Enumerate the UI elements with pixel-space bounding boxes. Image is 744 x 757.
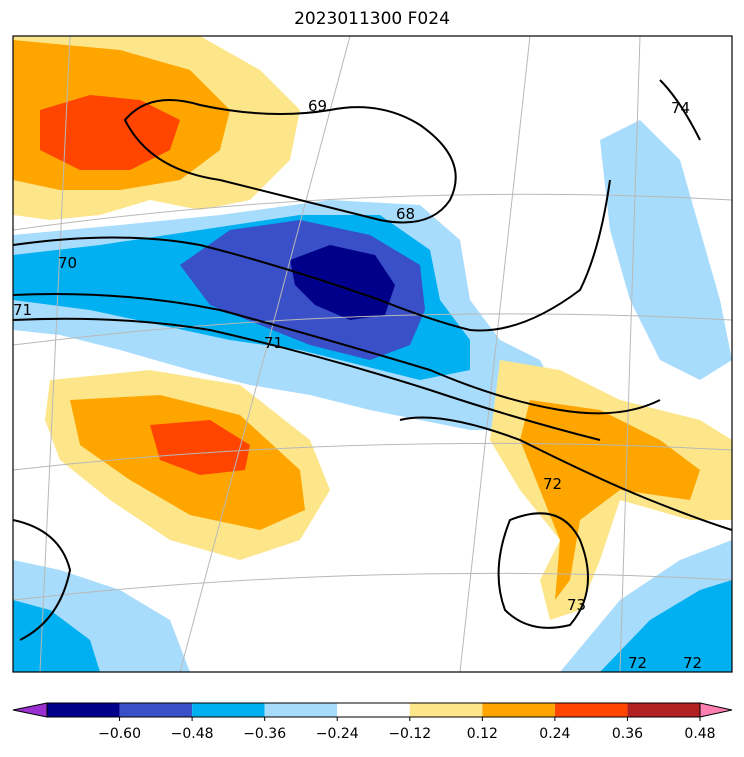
- colorbar-tick-label: −0.12: [388, 726, 431, 742]
- positive-anomaly-core-east: [520, 400, 700, 600]
- contour-labels: 69 68 70 71 71 72 73 74 72 72: [13, 97, 702, 672]
- colorbar-tick-label: −0.36: [243, 726, 286, 742]
- colorbar-segment: [192, 703, 265, 717]
- negative-anomaly-core: [290, 245, 395, 320]
- colorbar-segment: [482, 703, 555, 717]
- colorbar: −0.60 −0.48 −0.36 −0.24 −0.12 0.12 0.24 0.36 0.4…: [12, 702, 733, 742]
- map-frame: [12, 35, 733, 673]
- colorbar-tick-label: −0.48: [171, 726, 214, 742]
- coastal-anomaly-band: [600, 120, 732, 380]
- colorbar-segment: [337, 703, 410, 717]
- map-title: 2023011300 F024: [294, 9, 450, 29]
- map-area: 69 68 70 71 71 72 73 74 72 72: [13, 36, 732, 672]
- colorbar-tick-label: 0.36: [612, 726, 643, 742]
- contour-label-71-west: 71: [13, 301, 32, 319]
- colorbar-ticks: −0.60 −0.48 −0.36 −0.24 −0.12 0.12 0.24 0.36 0.4…: [98, 717, 716, 742]
- contour-label-72: 72: [543, 475, 562, 493]
- colorbar-tick-label: 0.24: [539, 726, 570, 742]
- colorbar-segment: [409, 703, 483, 717]
- colorbar-tick-label: −0.60: [98, 726, 141, 742]
- colorbar-extend-low: [12, 702, 48, 718]
- colorbar-segment: [47, 703, 120, 717]
- height-contours: [13, 79, 732, 641]
- colorbar-tick-label: −0.24: [316, 726, 359, 742]
- colorbar-segment: [554, 703, 628, 717]
- contour-label-73: 73: [567, 596, 586, 614]
- colorbar-tick-label: 0.12: [467, 726, 498, 742]
- colorbar-segment: [264, 703, 338, 717]
- colorbar-tick-label: 0.48: [684, 726, 715, 742]
- colorbar-segment: [627, 703, 700, 717]
- contour-label-71-central: 71: [264, 334, 283, 352]
- contour-label-68: 68: [396, 205, 415, 223]
- graticule: [13, 36, 732, 672]
- contour-label-74: 74: [671, 99, 690, 117]
- contour-label-69: 69: [308, 97, 327, 115]
- negative-anomaly-southeast-core: [600, 580, 732, 672]
- negative-anomaly-southwest-core: [13, 600, 100, 672]
- colorbar-segment: [119, 703, 193, 717]
- strong-anomaly-core-northwest: [40, 95, 180, 170]
- colorbar-extend-high: [699, 702, 733, 718]
- contour-label-72-southeast: 72: [683, 654, 702, 672]
- contour-label-72-south: 72: [628, 654, 647, 672]
- contour-label-70: 70: [58, 254, 77, 272]
- strong-anomaly-core-southwest: [150, 420, 250, 475]
- colorbar-segments: [46, 702, 701, 718]
